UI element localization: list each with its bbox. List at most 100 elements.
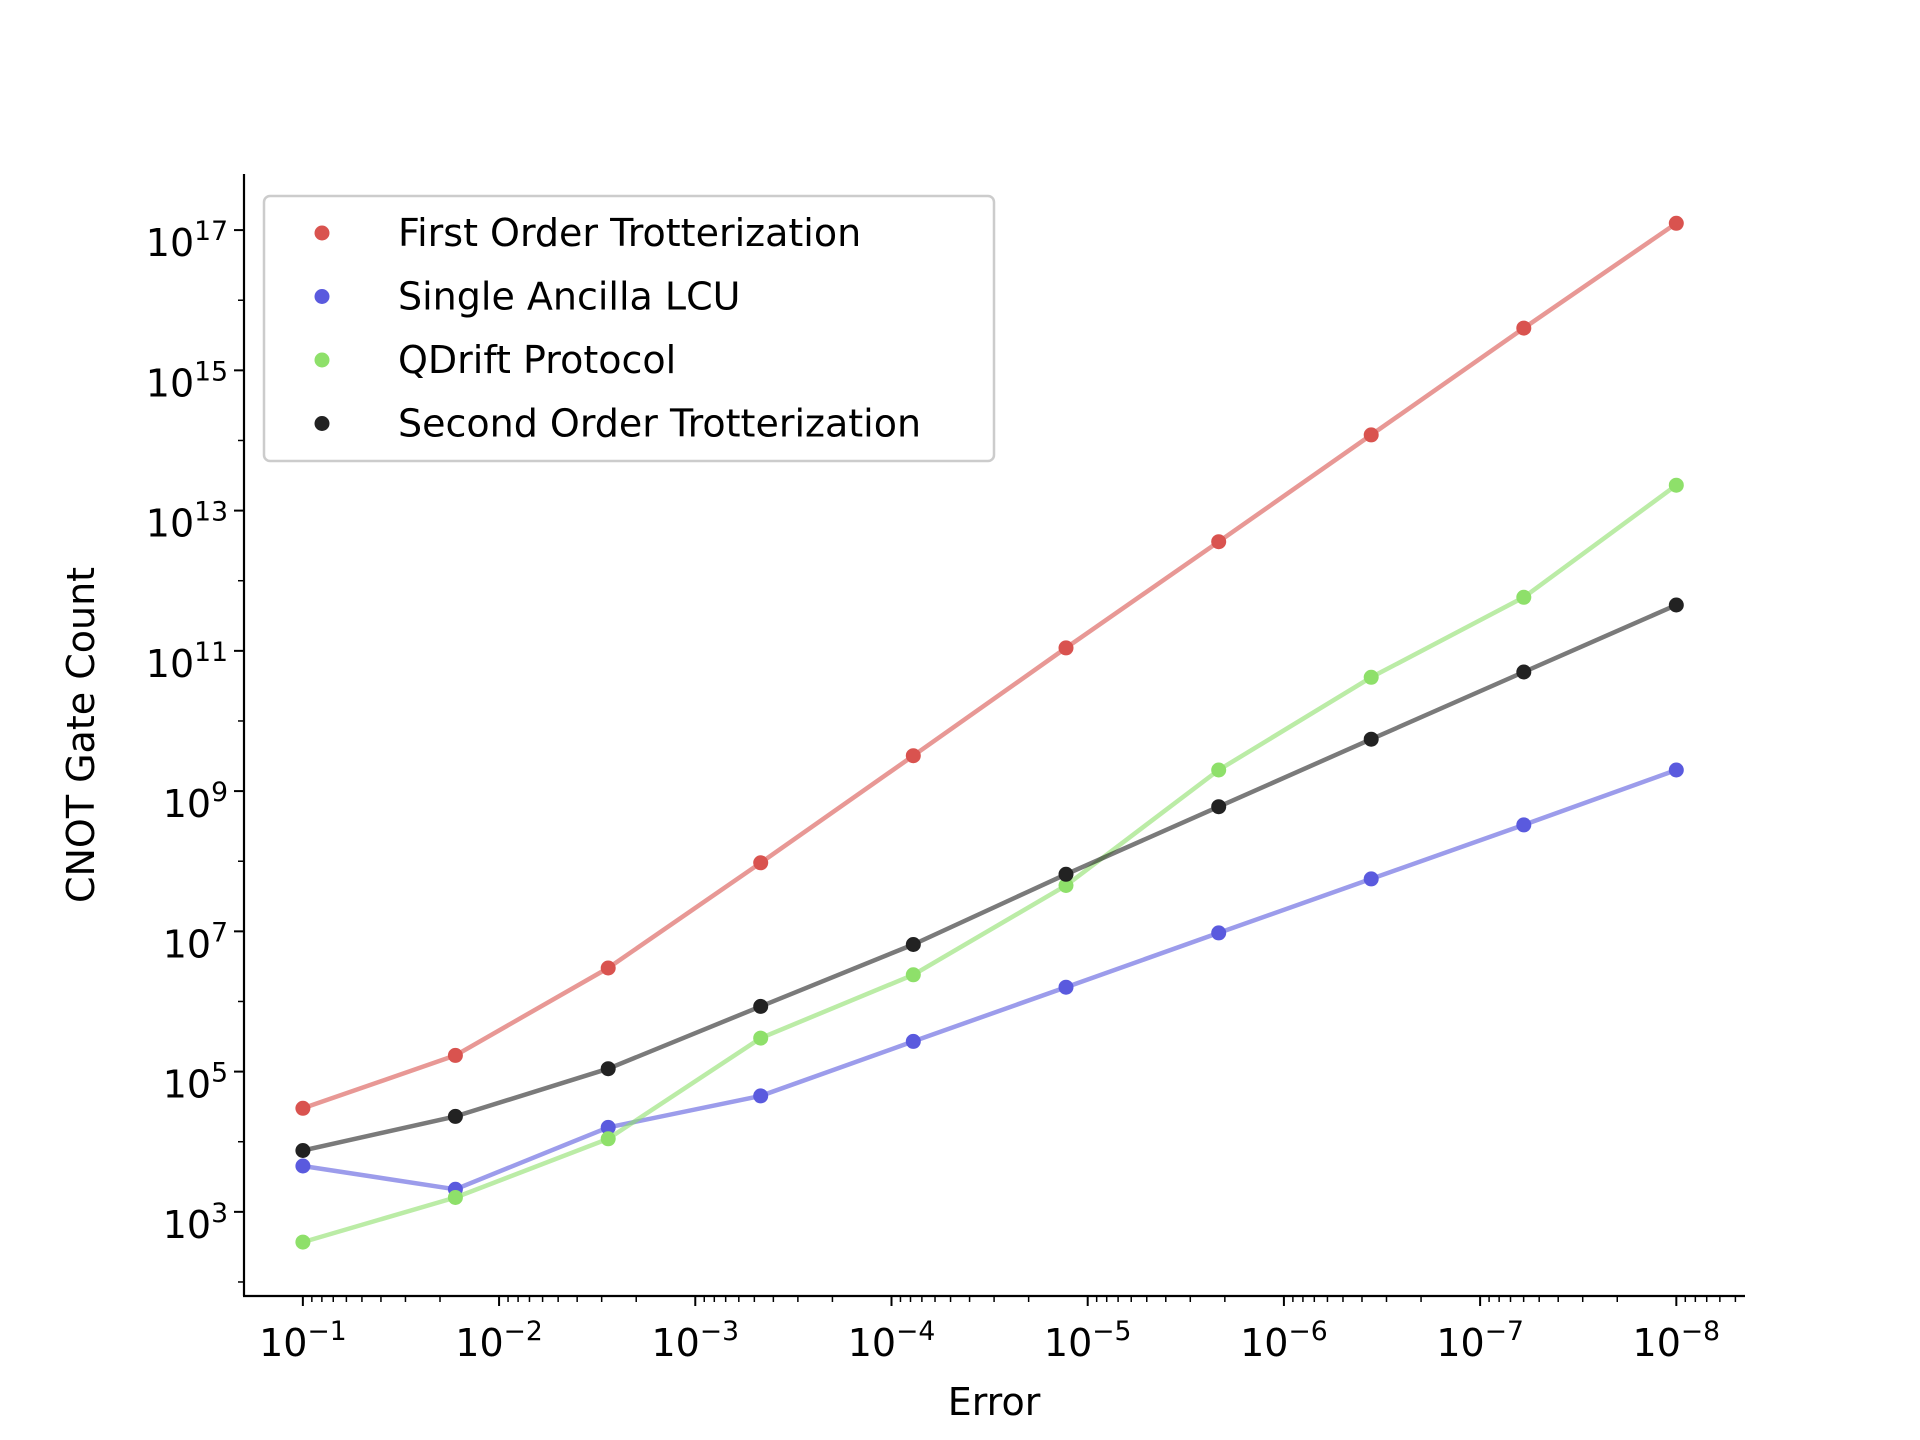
x-tick-label-base: 10 [1240, 1321, 1288, 1365]
x-tick-label-base: 10 [1044, 1321, 1092, 1365]
series-line [302, 221, 1678, 1111]
data-point [447, 1190, 463, 1205]
y-tick-label-base: 10 [146, 642, 194, 686]
y-tick-label: 1013 [146, 497, 228, 546]
data-point [295, 1234, 311, 1250]
series-3 [295, 597, 1684, 1158]
y-tick-label: 107 [163, 917, 228, 966]
series-0 [295, 215, 1684, 1116]
x-tick-label: 10−1 [259, 1316, 347, 1365]
y-tick-label-base: 10 [146, 221, 194, 265]
data-point [1211, 799, 1227, 815]
y-tick-label: 109 [163, 777, 228, 826]
y-tick-label-base: 10 [163, 1063, 211, 1107]
data-point [600, 1119, 616, 1135]
x-tick-label-exponent: −1 [307, 1316, 346, 1347]
data-point [905, 748, 921, 764]
legend-label: Single Ancilla LCU [398, 275, 740, 319]
y-tick-label-base: 10 [163, 1203, 211, 1247]
y-tick-label: 105 [163, 1058, 228, 1107]
data-point [1516, 589, 1532, 605]
x-tick-label: 10−7 [1436, 1316, 1524, 1365]
x-tick-label: 10−6 [1240, 1316, 1328, 1365]
data-point [295, 1100, 311, 1116]
y-tick-label: 1011 [146, 637, 228, 686]
data-point [600, 1131, 616, 1147]
data-point [1363, 427, 1379, 443]
data-point [1058, 640, 1074, 656]
data-point [1058, 878, 1074, 893]
data-point [1058, 979, 1074, 995]
data-point [1058, 866, 1074, 882]
y-tick-label-exponent: 13 [194, 497, 228, 528]
x-tick-label-base: 10 [848, 1321, 896, 1365]
y-tick-label-base: 10 [163, 922, 211, 966]
x-tick-label: 10−2 [455, 1316, 543, 1365]
legend-label: QDrift Protocol [398, 338, 676, 382]
legend-entry: Single Ancilla LCU [314, 275, 740, 319]
x-tick-label-exponent: −4 [896, 1316, 935, 1347]
data-point [1516, 817, 1532, 833]
legend-entry: QDrift Protocol [314, 338, 676, 382]
data-point [600, 1061, 616, 1077]
x-tick-label-base: 10 [1436, 1321, 1484, 1365]
data-point [1516, 664, 1532, 680]
data-point [753, 1088, 769, 1104]
data-point [1668, 215, 1684, 231]
data-point [905, 937, 921, 952]
y-tick-label-exponent: 17 [194, 216, 228, 247]
data-point [1668, 762, 1684, 778]
legend: First Order Trotterization Single Ancilla… [262, 194, 996, 463]
legend-marker [314, 416, 330, 431]
series-layer [295, 215, 1684, 1250]
x-tick-label-base: 10 [1633, 1321, 1681, 1365]
series-line [302, 602, 1678, 1153]
legend-label: First Order Trotterization [398, 211, 861, 255]
data-point [1516, 320, 1532, 336]
legend-frame [262, 194, 996, 463]
x-tick-label: 10−8 [1633, 1316, 1721, 1365]
data-point [1363, 731, 1379, 747]
data-point [1211, 762, 1227, 778]
data-point [1363, 871, 1379, 887]
y-tick-label-exponent: 15 [194, 356, 228, 387]
data-point [1668, 477, 1684, 493]
legend-label: Second Order Trotterization [398, 402, 921, 446]
x-tick-label-exponent: −3 [700, 1316, 739, 1347]
x-ticks: 10−1 10−2 10−3 10−4 10−5 10−6 10−7 10−8 [259, 1296, 1737, 1365]
data-point [753, 998, 769, 1014]
series-line [302, 483, 1678, 1245]
legend-marker [314, 352, 330, 368]
x-tick-label-exponent: −6 [1288, 1316, 1327, 1347]
x-tick-label: 10−4 [848, 1316, 936, 1365]
data-point [753, 1030, 769, 1046]
data-point [753, 855, 769, 871]
x-tick-label-exponent: −5 [1092, 1316, 1131, 1347]
y-tick-label-exponent: 11 [194, 637, 228, 668]
y-axis-label: CNOT Gate Count [59, 567, 103, 903]
y-tick-label-exponent: 3 [211, 1198, 228, 1229]
data-point [600, 960, 616, 976]
data-point [905, 1033, 921, 1049]
x-tick-label: 10−5 [1044, 1316, 1132, 1365]
series-1 [295, 762, 1684, 1197]
data-point [447, 1047, 463, 1063]
y-tick-label-exponent: 9 [211, 777, 228, 808]
data-point [1211, 534, 1227, 550]
data-point [1668, 597, 1684, 613]
x-tick-label-base: 10 [455, 1321, 503, 1365]
x-tick-label: 10−3 [651, 1316, 739, 1365]
x-tick-label-exponent: −2 [504, 1316, 543, 1347]
data-point [295, 1143, 311, 1158]
legend-marker [314, 289, 330, 304]
y-tick-label-base: 10 [146, 502, 194, 546]
y-tick-label-exponent: 5 [211, 1058, 228, 1089]
data-point [1211, 925, 1227, 941]
y-tick-label: 1015 [146, 356, 228, 405]
y-tick-label-base: 10 [163, 782, 211, 826]
x-tick-label-exponent: −8 [1681, 1316, 1720, 1347]
legend-marker [314, 225, 330, 241]
data-point [447, 1108, 463, 1124]
data-point [905, 967, 921, 983]
